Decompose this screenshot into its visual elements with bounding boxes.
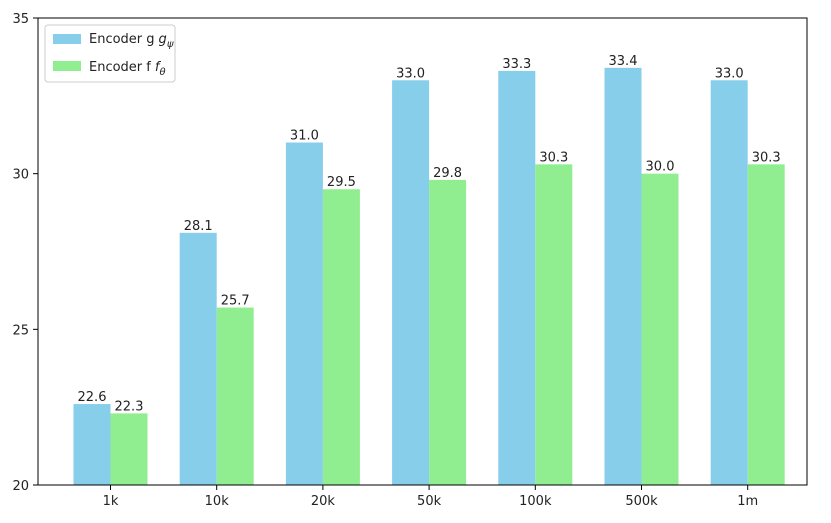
bar-series-2-50k (429, 179, 467, 486)
bar-series-2-10k (216, 307, 254, 485)
bar-series-1-100k (498, 70, 536, 485)
y-tick-label-30: 30 (12, 168, 29, 183)
data-label-series-1-20k: 31.0 (290, 129, 319, 144)
data-labels-layer: 22.6 22.3 28.1 25.7 31.0 29.5 33.0 29.8 33.3 30.3… (78, 54, 781, 415)
bar-series-1-500k (604, 67, 642, 486)
data-label-series-2-100k: 30.3 (539, 150, 568, 165)
x-tick-label-100k: 100k (519, 494, 552, 509)
x-axis: 1k 10k 20k 50k 100k 500k 1m (103, 485, 758, 509)
bar-series-2-1k (110, 413, 148, 485)
data-label-series-1-10k: 28.1 (184, 219, 213, 234)
legend-label-series-1: Encoder g gψ (89, 32, 174, 50)
x-tick-label-500k: 500k (625, 494, 658, 509)
bar-series-2-1m (747, 164, 785, 485)
data-label-series-2-1k: 22.3 (115, 399, 144, 414)
x-tick-label-50k: 50k (417, 494, 442, 509)
legend-swatch-series-2 (53, 61, 81, 71)
bar-series-1-1k (73, 404, 111, 485)
bar-series-2-20k (322, 189, 360, 485)
bar-series-1-20k (285, 142, 323, 486)
data-label-series-1-1m: 33.0 (715, 66, 744, 81)
bars-layer (73, 67, 785, 486)
data-label-series-1-50k: 33.0 (396, 66, 425, 81)
y-tick-label-35: 35 (12, 12, 29, 27)
x-tick-label-20k: 20k (311, 494, 336, 509)
bar-series-2-100k (535, 164, 573, 485)
x-tick-label-1k: 1k (103, 494, 119, 509)
y-axis: 20 25 30 35 (12, 12, 38, 494)
legend-label-series-2: Encoder f fθ (89, 60, 166, 78)
y-tick-label-20: 20 (12, 479, 29, 494)
data-label-series-1-500k: 33.4 (609, 54, 638, 69)
x-tick-label-1m: 1m (737, 494, 758, 509)
legend-swatch-series-1 (53, 34, 81, 44)
bar-series-1-1m (710, 80, 748, 486)
data-label-series-2-10k: 25.7 (221, 294, 250, 309)
legend: Encoder g gψ Encoder f fθ (44, 24, 176, 83)
y-tick-label-25: 25 (12, 323, 29, 338)
data-label-series-2-20k: 29.5 (327, 175, 356, 190)
bar-series-1-50k (392, 80, 430, 486)
data-label-series-1-1k: 22.6 (78, 390, 107, 405)
plot-frame (37, 17, 808, 486)
x-tick-label-10k: 10k (205, 494, 230, 509)
data-label-series-2-1m: 30.3 (752, 150, 781, 165)
bar-series-2-500k (641, 173, 679, 485)
bar-series-1-10k (179, 232, 217, 485)
data-label-series-2-50k: 29.8 (433, 166, 462, 181)
data-label-series-1-100k: 33.3 (502, 57, 531, 72)
data-label-series-2-500k: 30.0 (646, 160, 675, 175)
